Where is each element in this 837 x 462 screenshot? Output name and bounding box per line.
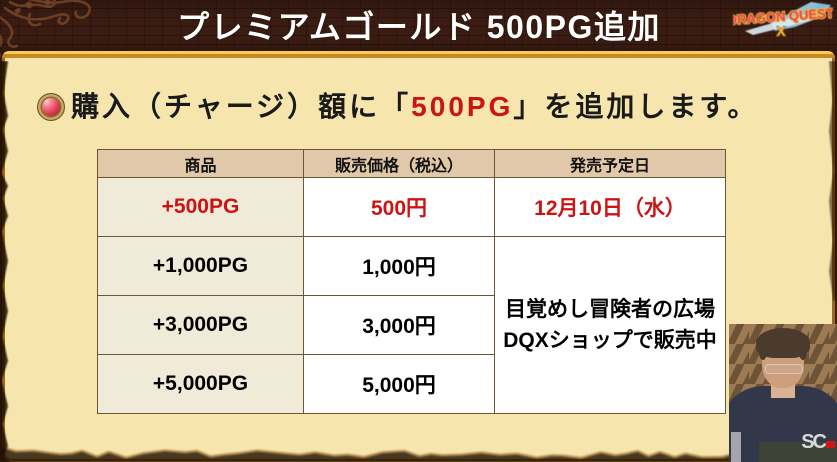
svg-text:X: X (776, 23, 786, 39)
